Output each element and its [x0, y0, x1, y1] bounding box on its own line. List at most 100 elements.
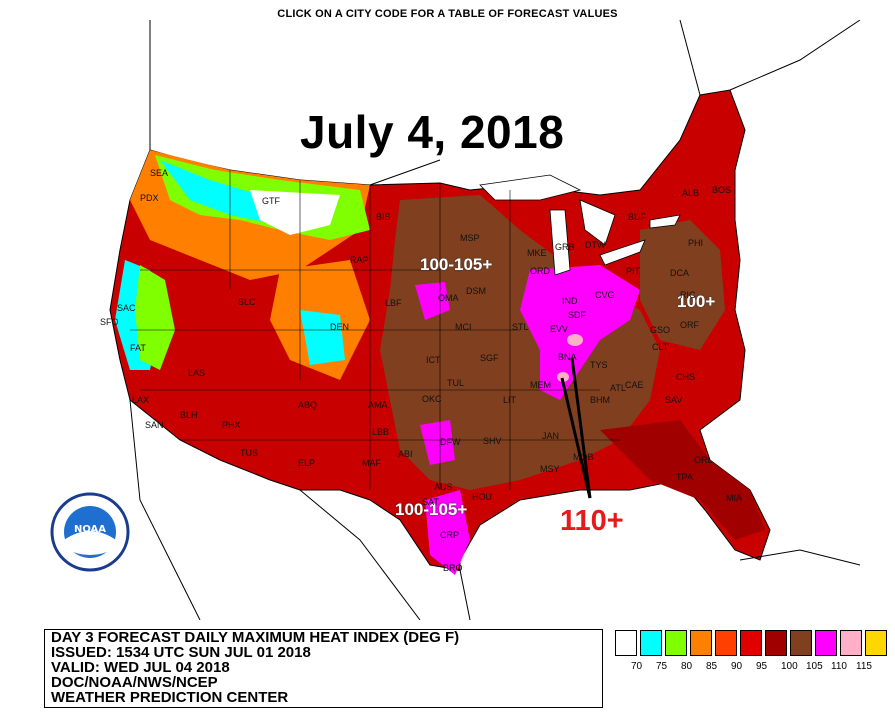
mexico-outline	[129, 399, 471, 620]
city-code-abi[interactable]: ABI	[398, 449, 413, 459]
legend-tick-label: 70	[631, 661, 643, 672]
city-code-msp[interactable]: MSP	[460, 233, 480, 243]
city-code-evv[interactable]: EVV	[550, 324, 569, 334]
city-code-sac[interactable]: SAC	[117, 303, 136, 313]
city-code-tpa[interactable]: TPA	[676, 472, 693, 482]
city-code-dca[interactable]: DCA	[670, 268, 690, 278]
city-code-msy[interactable]: MSY	[540, 464, 560, 474]
city-code-grb[interactable]: GRB	[555, 242, 575, 252]
city-code-orf[interactable]: ORF	[680, 320, 699, 330]
city-code-lit[interactable]: LIT	[503, 395, 517, 405]
city-code-alb[interactable]: ALB	[682, 188, 700, 198]
city-code-lax[interactable]: LAX	[132, 395, 150, 405]
city-code-mob[interactable]: MOB	[573, 452, 594, 462]
arrow-line-1	[570, 357, 592, 499]
city-code-lbf[interactable]: LBF	[385, 298, 402, 308]
annotation-south-texas: 100-105+	[395, 500, 468, 519]
info-line-agency: DOC/NOAA/NWS/NCEP	[51, 674, 218, 691]
noaa-logo: NOAA	[50, 492, 130, 577]
city-code-lbb[interactable]: LBB	[372, 427, 390, 437]
city-code-bos[interactable]: BOS	[712, 185, 732, 195]
city-code-chs[interactable]: CHS	[676, 372, 696, 382]
city-code-sfo[interactable]: SFO	[100, 317, 119, 327]
city-code-ord[interactable]: ORD	[530, 266, 550, 276]
city-code-rap[interactable]: RAP	[350, 255, 369, 265]
city-code-ict[interactable]: ICT	[426, 355, 441, 365]
city-code-tul[interactable]: TUL	[447, 378, 465, 388]
city-code-stl[interactable]: STL	[512, 322, 529, 332]
city-code-aus[interactable]: AUS	[434, 482, 453, 492]
nebraska-magenta-region	[415, 282, 450, 320]
city-code-sgf[interactable]: SGF	[480, 353, 499, 363]
city-code-orl[interactable]: ORL	[694, 455, 713, 465]
city-code-ric[interactable]: RIC	[680, 290, 696, 300]
pink-spot-north	[567, 334, 583, 346]
pink-spot-south	[557, 372, 569, 382]
city-code-tus[interactable]: TUS	[240, 448, 258, 458]
city-code-mci[interactable]: MCI	[455, 322, 472, 332]
southeast-region	[600, 420, 765, 540]
city-code-maf[interactable]: MAF	[362, 458, 381, 468]
city-code-pit[interactable]: PIT	[626, 266, 641, 276]
forecast-info-box: DAY 3 FORECAST DAILY MAXIMUM HEAT INDEX …	[44, 629, 603, 708]
city-code-crp[interactable]: CRP	[440, 530, 460, 540]
city-code-slc[interactable]: SLC	[238, 297, 256, 307]
montana-white-region	[250, 190, 340, 235]
city-code-cvg[interactable]: CVG	[595, 290, 615, 300]
legend-tick-label: 105	[806, 661, 823, 672]
legend-tick-label: 80	[681, 661, 693, 672]
city-code-sat[interactable]: SAT	[422, 497, 439, 507]
city-code-dtw[interactable]: DTW	[585, 240, 606, 250]
city-code-den[interactable]: DEN	[330, 322, 350, 332]
lake-erie	[599, 239, 646, 266]
city-code-bro[interactable]: BRO	[443, 563, 463, 573]
city-code-mem[interactable]: MEM	[530, 380, 551, 390]
city-code-ama[interactable]: AMA	[368, 400, 388, 410]
city-code-sav[interactable]: SAV	[665, 395, 683, 405]
city-code-gso[interactable]: GSO	[650, 325, 671, 335]
city-code-shv[interactable]: SHV	[483, 436, 502, 446]
city-code-bis[interactable]: BIS	[376, 212, 391, 222]
city-code-dfw[interactable]: DFW	[440, 437, 461, 447]
annotation-north-plains: 100-105+	[420, 255, 493, 274]
legend-tick-label: 95	[756, 661, 768, 672]
city-code-jan[interactable]: JAN	[542, 431, 560, 441]
legend-swatch	[665, 630, 687, 656]
city-code-las[interactable]: LAS	[188, 368, 206, 378]
city-code-okc[interactable]: OKC	[422, 394, 442, 404]
city-code-clt[interactable]: CLT	[652, 342, 669, 352]
city-code-tys[interactable]: TYS	[590, 360, 608, 370]
plains-brown-region	[380, 195, 660, 490]
lake-ontario	[649, 214, 681, 229]
city-code-buf[interactable]: BUF	[628, 212, 646, 222]
city-code-sea[interactable]: SEA	[150, 168, 169, 178]
city-code-hou[interactable]: HOU	[472, 492, 492, 502]
city-code-cae[interactable]: CAE	[625, 380, 644, 390]
lake-superior	[479, 174, 582, 201]
city-code-blh[interactable]: BLH	[180, 410, 198, 420]
city-code-fat[interactable]: FAT	[130, 343, 146, 353]
legend-swatch	[715, 630, 737, 656]
city-code-elp[interactable]: ELP	[298, 458, 316, 468]
city-code-mke[interactable]: MKE	[527, 248, 547, 258]
legend-tick-label: 90	[731, 661, 743, 672]
city-code-phx[interactable]: PHX	[222, 420, 241, 430]
city-code-atl[interactable]: ATL	[610, 383, 626, 393]
city-code-bhm[interactable]: BHM	[590, 395, 610, 405]
city-code-gtf[interactable]: GTF	[262, 196, 280, 206]
midwest-magenta-region	[520, 265, 640, 400]
city-code-san[interactable]: SAN	[145, 420, 164, 430]
city-code-abq[interactable]: ABQ	[298, 400, 318, 410]
page-header: CLICK ON A CITY CODE FOR A TABLE OF FORE…	[277, 8, 618, 20]
city-code-dsm[interactable]: DSM	[466, 286, 486, 296]
legend-tick-label: 85	[706, 661, 718, 672]
city-code-oma[interactable]: OMA	[438, 293, 459, 303]
city-code-mia[interactable]: MIA	[726, 493, 743, 503]
legend-swatch	[740, 630, 762, 656]
city-code-bna[interactable]: BNA	[558, 352, 577, 362]
city-code-ind[interactable]: IND	[562, 296, 578, 306]
city-code-phi[interactable]: PHI	[688, 238, 704, 248]
city-code-sdf[interactable]: SDF	[568, 310, 586, 320]
lake-huron	[579, 199, 616, 246]
city-code-pdx[interactable]: PDX	[140, 193, 159, 203]
